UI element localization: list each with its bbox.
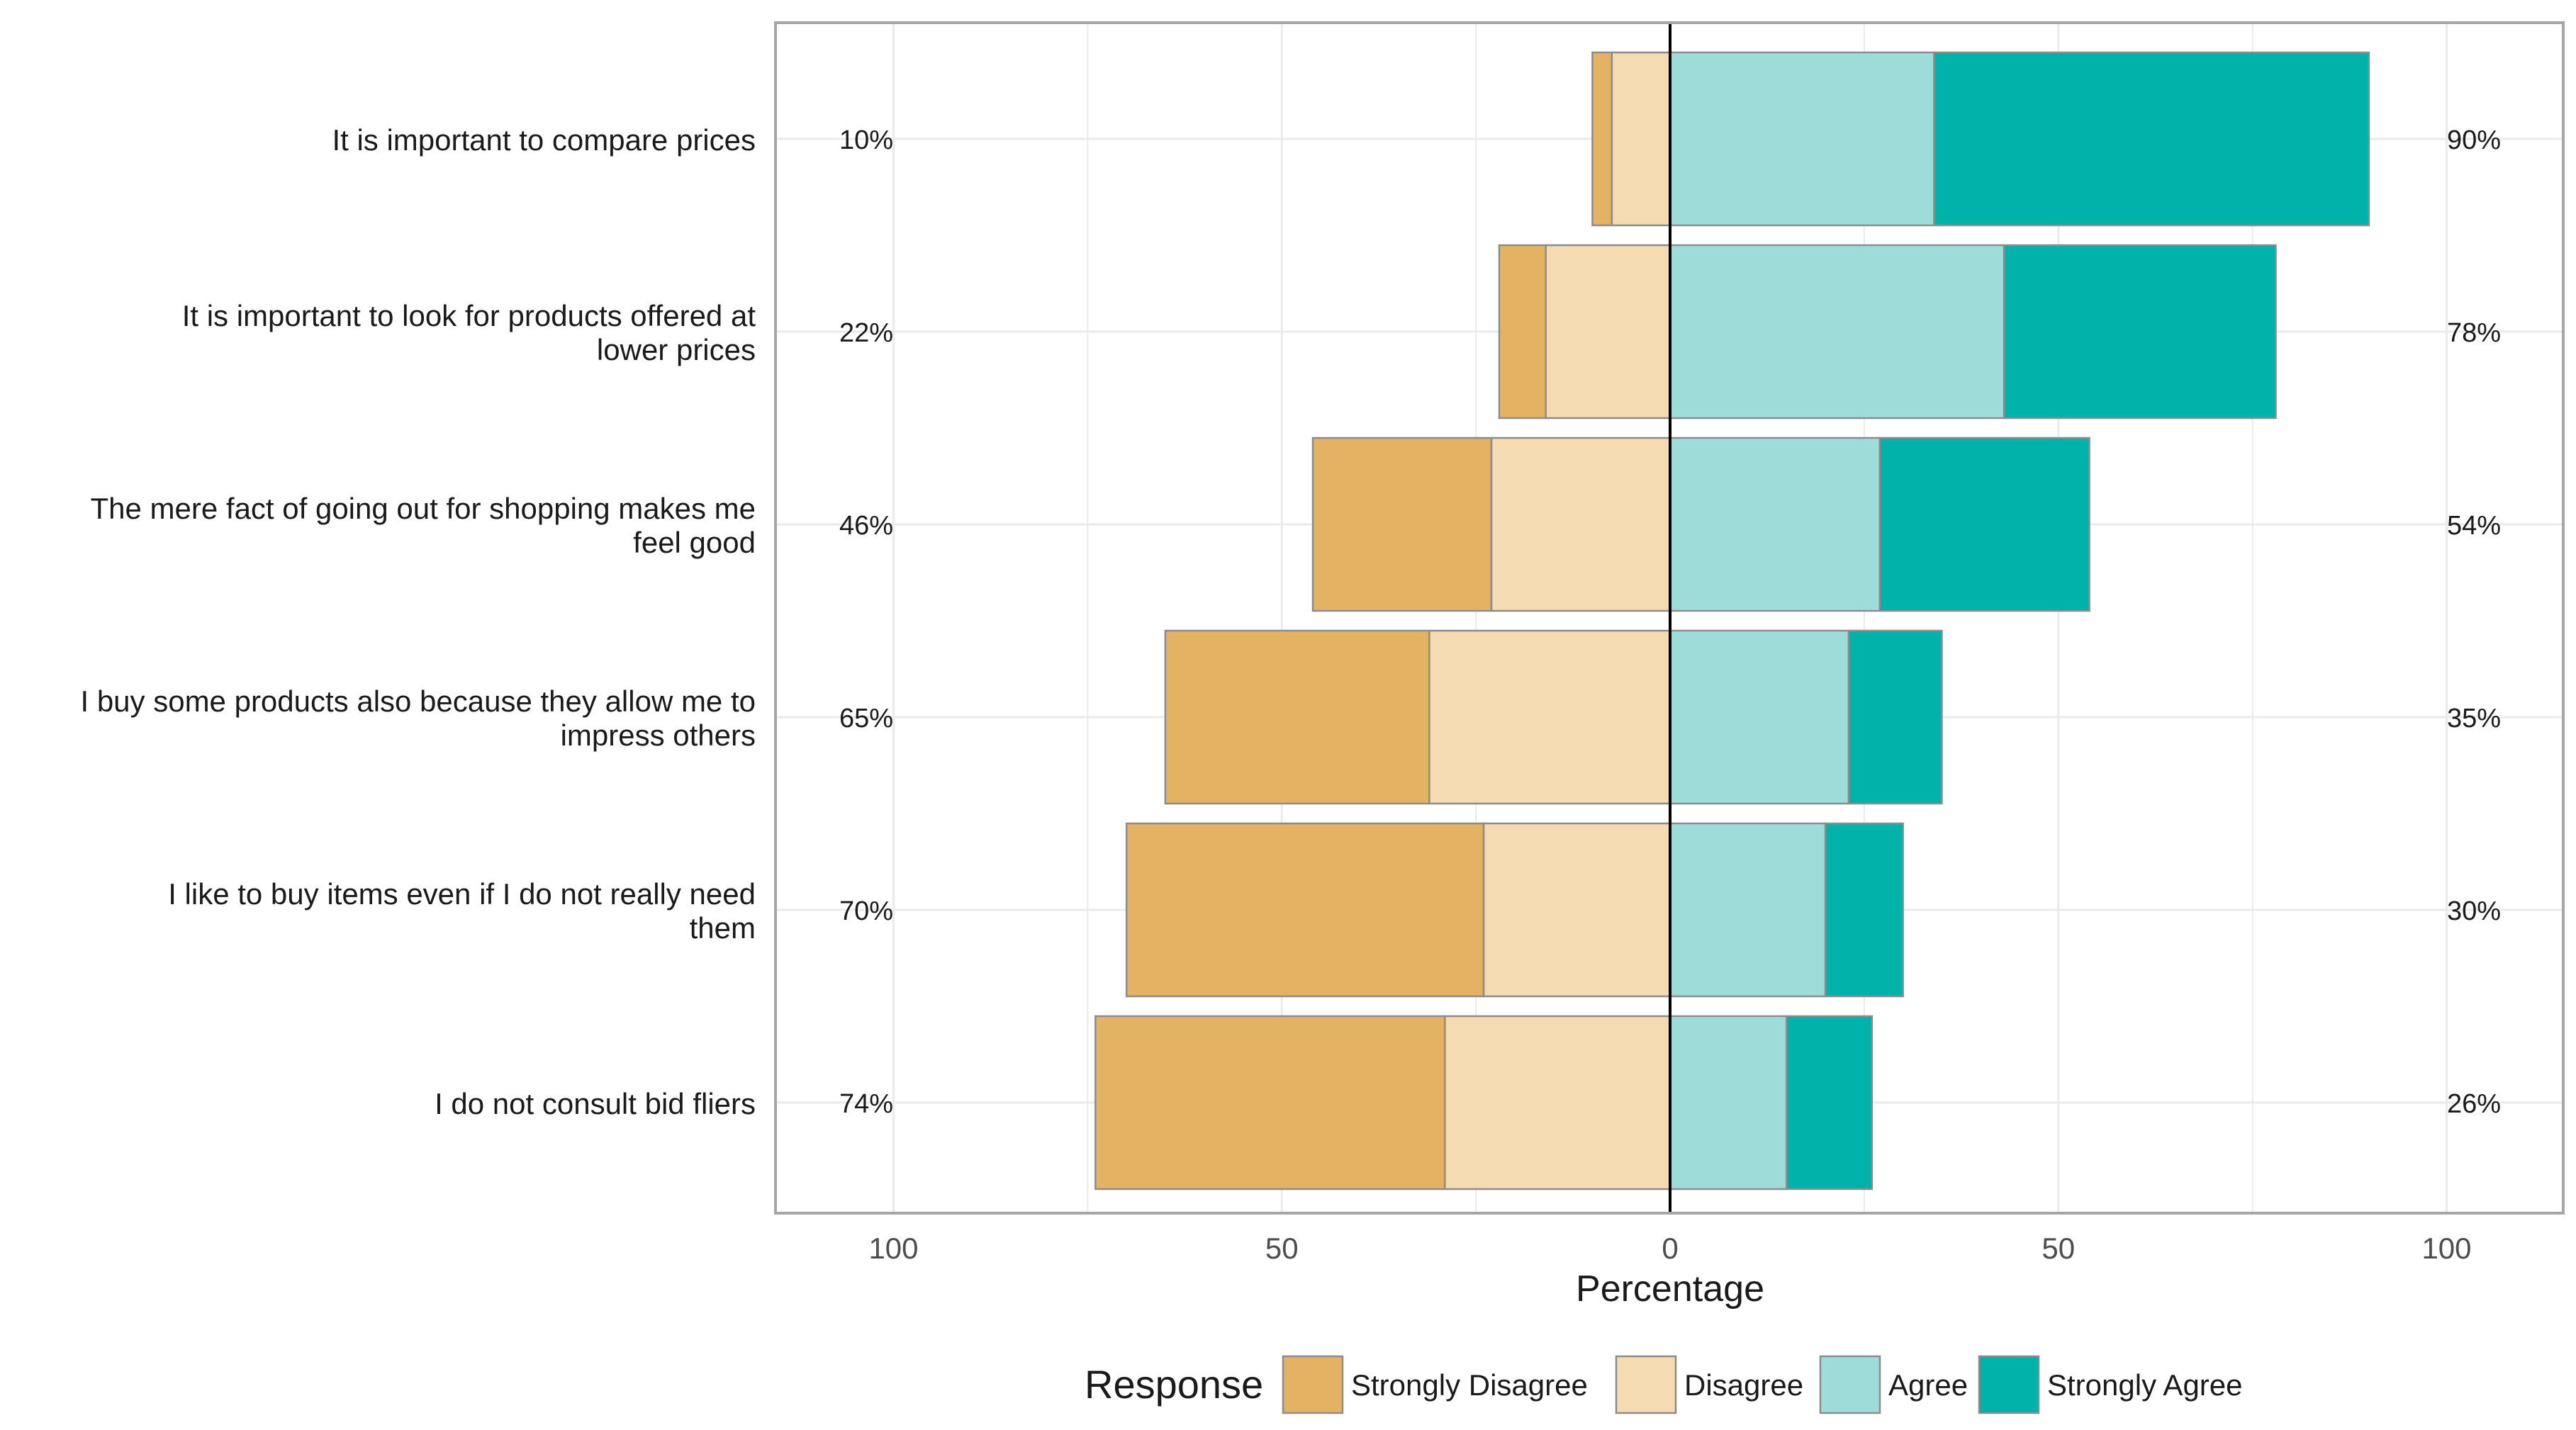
bar-agree-1: [1669, 51, 1935, 227]
legend-label-agree: Agree: [1888, 1368, 1968, 1402]
left-percent-label-1: 10%: [839, 125, 893, 155]
left-percent-label-6: 74%: [839, 1089, 893, 1119]
category-label-3-line-2: feel good: [633, 526, 756, 559]
bar-strongly-agree-3: [1878, 437, 2090, 612]
bar-strongly-agree-2: [2003, 244, 2277, 420]
bar-agree-6: [1669, 1015, 1788, 1190]
category-label-5-line-2: them: [690, 911, 756, 945]
category-label-6-line-1: I do not consult bid fliers: [435, 1087, 756, 1120]
right-percent-label-2: 78%: [2447, 318, 2501, 348]
x-axis-ticks: 100 50 0 50 100: [868, 1232, 2471, 1265]
category-label-3-line-1: The mere fact of going out for shopping …: [91, 492, 756, 525]
legend-key-strongly-disagree: [1282, 1355, 1344, 1414]
bar-disagree-1: [1611, 51, 1671, 227]
right-percent-label-3: 54%: [2447, 511, 2501, 541]
bar-strongly-disagree-5: [1125, 822, 1485, 998]
x-tick-label-1: 100: [868, 1232, 918, 1265]
x-tick-label-2: 50: [1265, 1232, 1299, 1265]
bar-strongly-agree-4: [1847, 629, 1943, 805]
bar-strongly-disagree-2: [1498, 244, 1547, 420]
bar-agree-5: [1669, 822, 1827, 998]
bars: [1094, 51, 2370, 1190]
x-axis-title: Percentage: [1576, 1268, 1764, 1310]
category-label-2-line-2: lower prices: [597, 333, 756, 366]
percent-labels: 10% 90% 22% 78% 46% 54% 65% 35% 70% 30% 74% 26%: [839, 125, 2501, 1119]
bar-strongly-agree-1: [1933, 51, 2370, 227]
left-percent-label-4: 65%: [839, 704, 893, 733]
bar-agree-3: [1669, 437, 1881, 612]
bar-disagree-5: [1482, 822, 1671, 998]
panel-border: [774, 21, 2565, 1215]
legend-label-disagree: Disagree: [1684, 1368, 1803, 1402]
category-label-1-line-1: It is important to compare prices: [332, 123, 756, 157]
category-label-4-line-1: I buy some products also because they al…: [80, 685, 756, 718]
bar-disagree-3: [1490, 437, 1671, 612]
legend-label-strongly-agree: Strongly Agree: [2047, 1368, 2243, 1402]
bar-strongly-disagree-1: [1591, 51, 1613, 227]
right-percent-label-1: 90%: [2447, 125, 2501, 155]
bar-disagree-6: [1444, 1015, 1671, 1190]
bar-strongly-disagree-6: [1094, 1015, 1446, 1190]
category-label-4-line-2: impress others: [561, 719, 756, 752]
x-tick-label-4: 50: [2042, 1232, 2075, 1265]
bar-strongly-agree-5: [1824, 822, 1904, 998]
bar-strongly-disagree-3: [1311, 437, 1493, 612]
legend-label-strongly-disagree: Strongly Disagree: [1351, 1368, 1588, 1402]
left-percent-label-2: 22%: [839, 318, 893, 348]
legend-key-agree: [1819, 1355, 1881, 1414]
category-label-2-line-1: It is important to look for products off…: [182, 299, 756, 332]
bar-strongly-disagree-4: [1164, 629, 1430, 805]
bar-agree-4: [1669, 629, 1850, 805]
x-tick-label-3: 0: [1662, 1232, 1678, 1265]
legend-title: Response: [1085, 1362, 1263, 1407]
left-percent-label-5: 70%: [839, 896, 893, 926]
right-percent-label-6: 26%: [2447, 1089, 2501, 1119]
legend-key-strongly-agree: [1978, 1355, 2040, 1414]
bar-strongly-agree-6: [1786, 1015, 1874, 1190]
bar-agree-2: [1669, 244, 2005, 420]
category-label-5-line-1: I like to buy items even if I do not rea…: [168, 877, 756, 911]
category-labels: It is important to compare prices It is i…: [80, 123, 756, 1120]
bar-disagree-2: [1545, 244, 1671, 420]
right-percent-label-5: 30%: [2447, 896, 2501, 926]
left-percent-label-3: 46%: [839, 511, 893, 541]
right-percent-label-4: 35%: [2447, 704, 2501, 733]
legend: Response Strongly Disagree Disagree Agree S…: [1085, 1355, 2243, 1414]
legend-key-disagree: [1615, 1355, 1677, 1414]
bar-disagree-4: [1428, 629, 1671, 805]
x-tick-label-5: 100: [2421, 1232, 2471, 1265]
